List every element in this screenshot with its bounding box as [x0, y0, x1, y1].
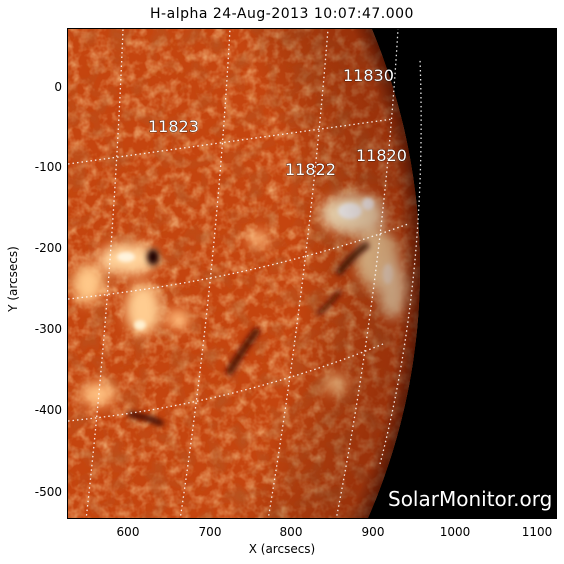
y-tick-label: -200: [34, 241, 62, 255]
x-tick-label: 700: [198, 525, 222, 539]
y-tick-label: -100: [34, 160, 62, 174]
x-tick-label: 1000: [439, 525, 471, 539]
longitude-line: [335, 29, 399, 518]
solar-disk-image: 11830 11823 11822 11820 SolarMonitor.org: [68, 29, 556, 518]
solar-image-frame: 11830 11823 11822 11820 SolarMonitor.org: [67, 28, 557, 519]
active-region-label: 11823: [148, 117, 199, 136]
active-region-label: 11830: [343, 66, 394, 85]
solar-disk: [68, 29, 420, 518]
longitude-line: [85, 29, 124, 518]
latitude-line: [68, 118, 394, 165]
x-tick-label: 800: [279, 525, 303, 539]
y-tick-label: -300: [34, 322, 62, 336]
x-tick-label: 1100: [521, 525, 553, 539]
coordinate-grid: [68, 29, 422, 518]
x-tick-label: 600: [116, 525, 140, 539]
y-axis-label: Y (arcsecs): [6, 246, 20, 312]
watermark-text: SolarMonitor.org: [388, 487, 552, 511]
y-tick-label: -400: [34, 403, 62, 417]
x-axis-label: X (arcsecs): [248, 542, 316, 556]
image-title: H-alpha 24-Aug-2013 10:07:47.000: [150, 6, 414, 22]
latitude-line: [68, 223, 409, 300]
latitude-line: [68, 343, 384, 422]
y-tick-label: -500: [34, 485, 62, 499]
active-region-label: 11822: [285, 160, 336, 179]
x-tick-label: 900: [361, 525, 385, 539]
y-tick-label: 0: [54, 80, 62, 94]
active-region-label: 11820: [356, 146, 407, 165]
